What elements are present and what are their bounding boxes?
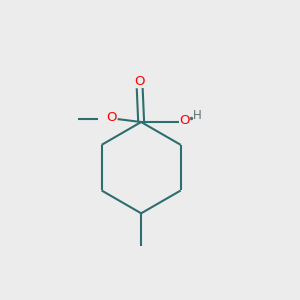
Text: O: O [179, 114, 190, 127]
Text: H: H [193, 109, 202, 122]
Text: O: O [106, 111, 117, 124]
Text: O: O [134, 75, 145, 88]
